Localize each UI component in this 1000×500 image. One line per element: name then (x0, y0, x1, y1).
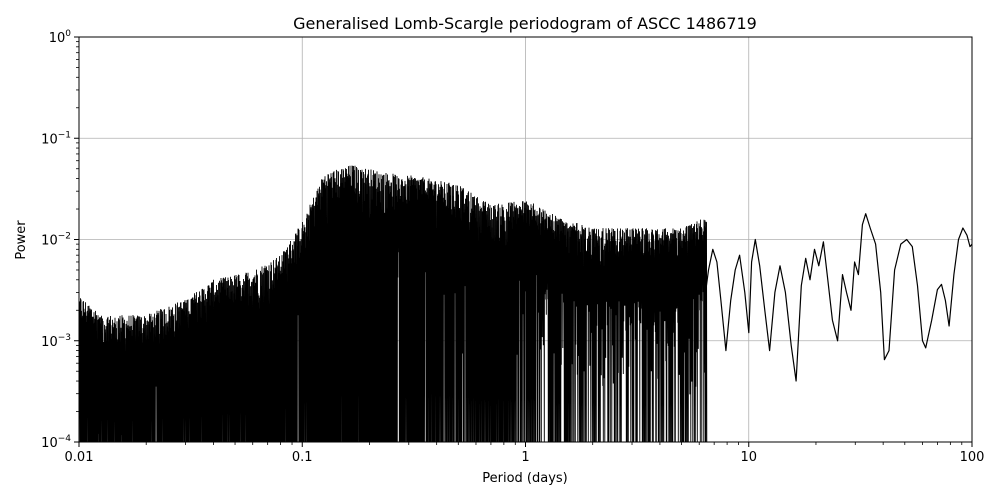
y-tick-label: 10−2 (41, 232, 71, 249)
y-tick-label: 10−1 (41, 130, 71, 147)
x-tick-label: 10 (740, 450, 757, 465)
axis-ticks: 0.01 0.1 1 10 100 10−4 10−3 10−2 10−1 100 (41, 29, 984, 465)
power-series-line (79, 165, 972, 442)
x-axis-title: Period (days) (482, 471, 568, 486)
y-tick-label: 100 (49, 29, 72, 46)
x-tick-label: 0.01 (65, 450, 94, 465)
power-trace-dense (79, 165, 708, 442)
x-tick-label: 100 (960, 450, 985, 465)
power-trace-smooth (703, 213, 972, 382)
y-axis-title: Power (14, 220, 29, 260)
x-tick-label: 0.1 (292, 450, 313, 465)
y-tick-label: 10−3 (41, 333, 71, 350)
y-tick-label: 10−4 (41, 434, 71, 451)
chart-title: Generalised Lomb-Scargle periodogram of … (293, 14, 757, 33)
x-tick-label: 1 (521, 450, 529, 465)
